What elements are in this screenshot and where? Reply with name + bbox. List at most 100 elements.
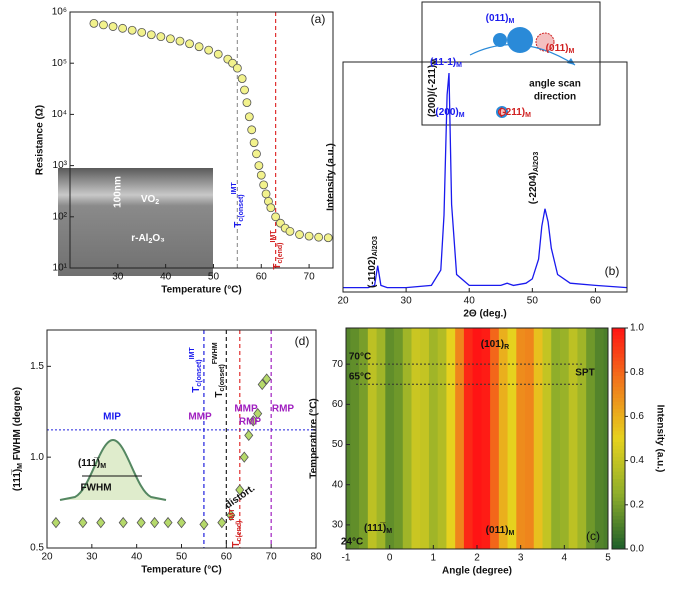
colorbar-step (612, 519, 625, 524)
colorbar-frame (611, 327, 626, 550)
annotation: SPT (575, 368, 594, 379)
heat-cell (525, 328, 535, 549)
point (259, 180, 269, 190)
y-tick-label: 40 (332, 479, 344, 490)
text-text: T (233, 222, 244, 228)
text-text: T (214, 391, 225, 397)
text-sub: M (508, 18, 514, 25)
point (166, 34, 175, 44)
circle (507, 27, 533, 53)
colorbar-step (612, 357, 625, 362)
point (96, 516, 106, 529)
point (323, 233, 333, 243)
x-tick-label: 40 (464, 296, 476, 307)
text-sub: M (100, 463, 106, 470)
text-sup: IMT (270, 230, 277, 243)
annotation: direction (534, 92, 576, 103)
heat-cell (385, 328, 395, 549)
fwhm-sketch (59, 438, 167, 501)
heat-cell (402, 328, 412, 549)
text-text: (111̅) (78, 457, 100, 469)
colorbar-step (612, 364, 625, 370)
annotation: RMP (272, 404, 295, 415)
x-tick-label: 20 (41, 552, 53, 563)
point (242, 98, 252, 108)
y-tick-label: 30 (332, 520, 344, 531)
heat-cell (498, 328, 509, 549)
point (175, 36, 185, 46)
x-tick-label: 50 (208, 272, 220, 283)
y-tick-label: 10³ (53, 160, 68, 171)
colorbar-step (612, 471, 625, 476)
colorbar-step (612, 346, 625, 351)
panel-label: (d) (295, 334, 310, 348)
sem-inset (58, 168, 213, 276)
annotation: FWHM (80, 483, 111, 494)
x-tick-label: 5 (605, 553, 611, 564)
text-sub: c(onset) (219, 364, 226, 391)
colorbar-step (612, 460, 625, 465)
point (78, 516, 88, 529)
colorbar-tick-label: 0.6 (630, 411, 644, 422)
colorbar-step (612, 479, 625, 484)
colorbar-step (612, 339, 625, 344)
point (247, 125, 257, 135)
y-axis-label: Intensity (a.u.) (326, 143, 337, 211)
point (118, 23, 127, 33)
text-sup: FWHM (212, 342, 219, 364)
heat-cell (516, 328, 526, 549)
annotation: (11-1)M (430, 57, 462, 70)
text-text: (101) (481, 339, 504, 350)
point (185, 39, 194, 49)
colorbar-step (612, 486, 625, 491)
colorbar-step (612, 508, 625, 513)
colorbar-tick-label: 0.4 (630, 455, 644, 466)
x-tick-label: 30 (86, 552, 98, 563)
annotation: (011)M (486, 525, 515, 538)
point (51, 516, 61, 529)
colorbar-step (612, 497, 625, 502)
colorbar-tick-label: 0.8 (630, 367, 644, 378)
heat-cell (376, 328, 386, 549)
text-sup: IMT (189, 347, 196, 360)
text-sub: 2 (148, 238, 152, 245)
colorbar-step (612, 390, 625, 395)
point (257, 378, 267, 391)
point (89, 18, 99, 28)
text-sub: M (17, 463, 24, 469)
x-tick-label: 50 (527, 296, 539, 307)
colorbar-step (612, 386, 625, 392)
colorbar-step (612, 475, 625, 480)
point (314, 232, 324, 242)
text-text: VO (141, 194, 156, 205)
point (136, 516, 146, 529)
y-tick-label: 1.5 (30, 361, 44, 372)
annotation: Tc(onset)FWHM (212, 342, 226, 397)
x-tick-label: 2 (474, 553, 480, 564)
text-sub: M (456, 62, 462, 69)
colorbar-step (612, 379, 625, 384)
annotation: Tc(onset)IMT (231, 182, 245, 228)
point (194, 42, 204, 52)
annotation: RMP (239, 417, 262, 428)
x-axis-label: Temperature (°C) (141, 565, 222, 576)
point (217, 516, 227, 529)
plot-frame (69, 11, 334, 269)
text-sub: c(onset) (196, 359, 203, 386)
x-tick-label: 70 (304, 272, 316, 283)
point (150, 516, 160, 529)
y-tick-label: 10² (53, 211, 68, 222)
point (108, 22, 118, 31)
text-text: (11-1) (430, 57, 456, 68)
annotation: MMP (234, 404, 258, 415)
annotation: 70°C (349, 352, 371, 363)
annotation: (111̅)M (364, 522, 392, 536)
text-text: T (191, 387, 202, 393)
text-sub: M (432, 59, 439, 65)
annotation: (-1102)Al2O3 (367, 236, 380, 288)
text-text: (111̅) (364, 522, 386, 534)
colorbar-step (612, 416, 625, 421)
colorbar-step (612, 438, 625, 443)
heat-cell (411, 328, 421, 549)
y-axis-label: (111̅)M FWHM (degree) (11, 387, 25, 491)
